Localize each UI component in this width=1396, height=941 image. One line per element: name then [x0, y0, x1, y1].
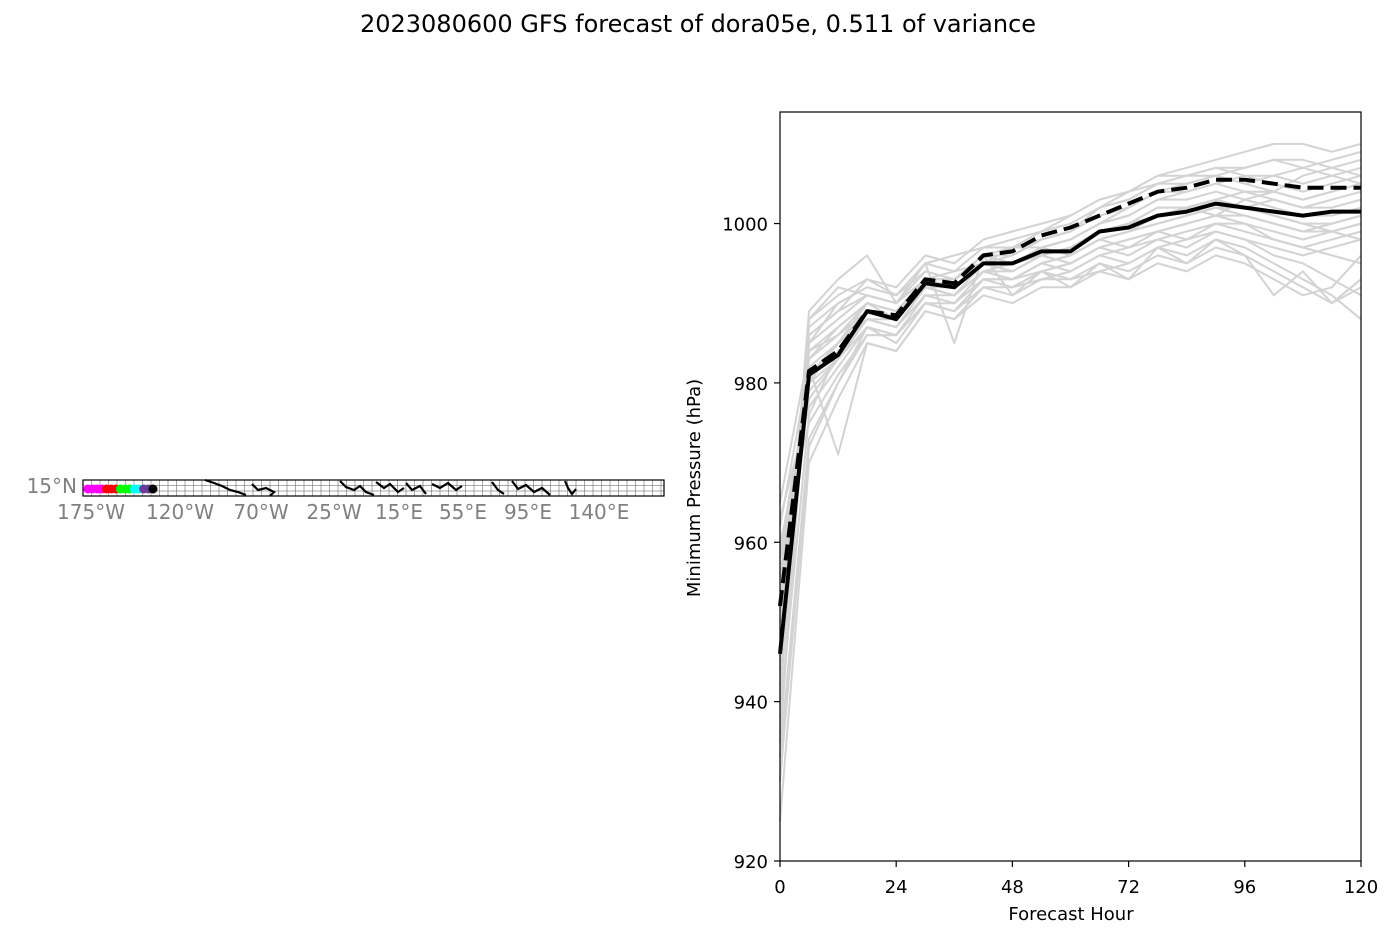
map-lon-label: 70°W — [233, 500, 288, 524]
y-tick-label: 1000 — [722, 215, 768, 236]
coastline — [563, 480, 577, 496]
x-tick-label: 96 — [1233, 877, 1256, 898]
y-tick-label: 920 — [734, 852, 768, 873]
map-lon-label: 140°E — [569, 500, 630, 524]
ensemble-line — [779, 238, 1362, 599]
ensemble-members — [779, 142, 1362, 822]
coastline — [204, 478, 247, 497]
map-lon-label: 95°E — [504, 500, 552, 524]
ensemble-line — [779, 166, 1362, 662]
x-tick-label: 0 — [774, 877, 785, 898]
map-lon-label: 120°W — [146, 500, 214, 524]
y-tick-label: 960 — [734, 533, 768, 554]
ensemble-line — [779, 142, 1362, 742]
map-lat-label: 15°N — [27, 474, 77, 498]
ensemble-line — [779, 174, 1362, 639]
y-axis-label: Minimum Pressure (hPa) — [684, 379, 705, 597]
ensemble-line — [779, 158, 1362, 503]
storm-track — [83, 484, 158, 494]
figure-title: 2023080600 GFS forecast of dora05e, 0.51… — [359, 10, 1037, 38]
ensemble-line — [779, 158, 1362, 734]
x-tick-label: 72 — [1117, 877, 1140, 898]
coastline — [339, 480, 375, 497]
x-axis-label: Forecast Hour — [1008, 904, 1134, 925]
map-lon-label: 55°E — [439, 500, 487, 524]
map-frame — [82, 479, 665, 497]
ensemble-line — [779, 254, 1362, 551]
x-tick-label: 48 — [1001, 877, 1024, 898]
plot-frame — [779, 111, 1362, 862]
x-tick-label: 24 — [885, 877, 908, 898]
ensemble-line — [779, 166, 1362, 686]
track-map: 15°N 175°W 120°W 70°W 25°W 15°E 55°E 95°E 140°E — [27, 474, 665, 524]
map-lon-label: 175°W — [57, 500, 125, 524]
map-coastlines — [204, 478, 577, 497]
ensemble-line — [779, 166, 1362, 694]
coastline — [491, 481, 505, 495]
coastline — [405, 482, 427, 495]
map-lon-labels: 175°W 120°W 70°W 25°W 15°E 55°E 95°E 140°E — [57, 500, 629, 524]
map-lon-label: 15°E — [375, 500, 423, 524]
coastline — [251, 483, 276, 497]
x-axis-ticks: 0 24 48 72 96 120 — [774, 861, 1378, 898]
dashed-series-line — [778, 177, 1361, 607]
x-tick-label: 120 — [1344, 877, 1378, 898]
ensemble-line — [779, 230, 1362, 623]
main-series — [778, 177, 1361, 655]
track-point — [148, 484, 158, 494]
y-axis-ticks: 920 940 960 980 1000 — [722, 215, 780, 873]
map-gridlines — [83, 480, 664, 496]
coastline — [431, 481, 463, 492]
y-tick-label: 980 — [734, 374, 768, 395]
coastline — [375, 481, 405, 494]
ensemble-line — [779, 198, 1362, 718]
coastline — [511, 480, 551, 496]
ensemble-line — [779, 150, 1362, 702]
map-lon-label: 25°W — [306, 500, 361, 524]
ensemble-line — [779, 214, 1362, 782]
y-tick-label: 940 — [734, 693, 768, 714]
ensemble-line — [779, 206, 1362, 758]
ensemble-line — [779, 214, 1362, 543]
ensemble-line — [779, 230, 1362, 527]
